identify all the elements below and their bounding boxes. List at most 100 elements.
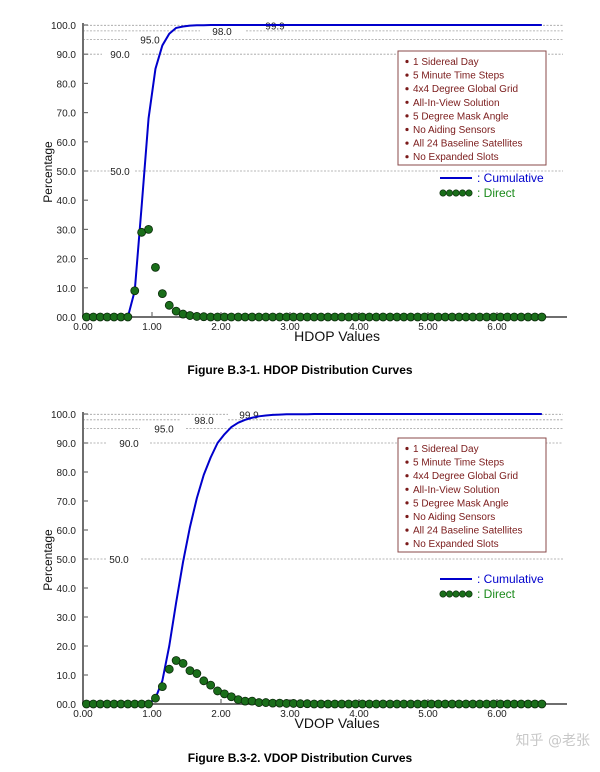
y-tick-label: 50.0	[57, 167, 77, 178]
legend-cumulative-label: : Cumulative	[477, 572, 544, 586]
direct-point	[151, 262, 160, 272]
x-tick-label: 0.00	[73, 322, 93, 333]
x-tick-label: 0.00	[73, 709, 93, 720]
x-tick-label: 3.00	[280, 709, 300, 720]
y-tick-label: 00.0	[57, 700, 77, 711]
direct-point	[206, 680, 216, 690]
note-item: 4x4 Degree Global Grid	[413, 471, 518, 482]
reference-label: 90.0	[110, 50, 130, 61]
note-item: No Expanded Slots	[413, 539, 499, 550]
x-tick-label: 5.00	[418, 322, 438, 333]
x-tick-label: 2.00	[211, 709, 231, 720]
direct-point	[130, 286, 140, 296]
y-tick-label: 30.0	[57, 613, 77, 624]
note-item: 5 Degree Mask Angle	[413, 111, 509, 122]
y-tick-label: 30.0	[57, 225, 77, 236]
hdop-chart: 50.0 90.0 95.0 98.0 99.9 00.0 10.0 20.0 30.0 40.0…	[41, 21, 567, 344]
y-tick-label: 20.0	[57, 255, 77, 266]
notes-box: 1 Sidereal Day 5 Minute Time Steps 4x4 Deg…	[397, 50, 547, 166]
x-tick-label: 1.00	[142, 709, 162, 720]
hdop-caption: Figure B.3-1. HDOP Distribution Curves	[187, 363, 413, 377]
legend-cumulative-label: : Cumulative	[477, 171, 544, 185]
direct-point	[192, 669, 202, 678]
direct-point	[178, 659, 188, 668]
x-tick-label: 6.00	[487, 322, 507, 333]
direct-point	[123, 312, 133, 322]
y-tick-label: 100.0	[51, 21, 76, 32]
y-axis-label: Percentage	[41, 141, 55, 203]
reference-label: 95.0	[140, 36, 160, 47]
y-tick-label: 10.0	[57, 671, 77, 682]
x-tick-label: 4.00	[349, 322, 369, 333]
y-tick-label: 40.0	[57, 584, 77, 595]
note-item: No Expanded Slots	[413, 152, 499, 163]
x-tick-label: 1.00	[142, 322, 162, 333]
note-item: All-In-View Solution	[413, 485, 500, 496]
y-tick-label: 80.0	[57, 79, 77, 90]
cumulative-line	[147, 413, 542, 705]
x-tick-label: 6.00	[487, 709, 507, 720]
reference-label: 50.0	[110, 167, 130, 178]
y-tick-label: 00.0	[57, 313, 77, 324]
y-tick-label: 100.0	[51, 410, 76, 421]
y-tick-label: 70.0	[57, 497, 77, 508]
direct-point	[199, 676, 209, 686]
cumulative-line	[126, 24, 542, 318]
y-tick-label: 10.0	[57, 284, 77, 295]
direct-markers	[82, 656, 547, 709]
direct-point	[144, 224, 153, 234]
note-item: No Aiding Sensors	[413, 512, 495, 523]
direct-point	[537, 312, 547, 322]
legend-direct-label: : Direct	[477, 186, 516, 200]
reference-label: 98.0	[194, 416, 214, 427]
note-item: 5 Minute Time Steps	[413, 458, 504, 469]
y-tick-label: 80.0	[57, 468, 77, 479]
x-tick-label: 2.00	[211, 322, 231, 333]
note-item: All 24 Baseline Satellites	[413, 526, 523, 537]
note-item: 5 Minute Time Steps	[413, 71, 504, 82]
x-axis-label: VDOP Values	[295, 715, 380, 731]
legend-direct-label: : Direct	[477, 587, 516, 601]
reference-label: 50.0	[109, 555, 129, 566]
watermark: 知乎 @老张	[515, 733, 590, 749]
y-tick-label: 90.0	[57, 439, 77, 450]
legend: : Cumulative: Direct	[439, 171, 544, 200]
note-item: 1 Sidereal Day	[413, 57, 479, 68]
reference-label: 90.0	[119, 439, 139, 450]
hdop-figure: 50.0 90.0 95.0 98.0 99.9 00.0 10.0 20.0 30.0 40.0…	[41, 21, 567, 377]
y-tick-label: 90.0	[57, 50, 77, 61]
note-item: 5 Degree Mask Angle	[413, 498, 509, 509]
note-item: 1 Sidereal Day	[413, 444, 479, 455]
note-item: 4x4 Degree Global Grid	[413, 84, 518, 95]
y-tick-label: 60.0	[57, 526, 77, 537]
x-tick-label: 4.00	[349, 709, 369, 720]
direct-point	[157, 682, 167, 691]
y-tick-label: 50.0	[57, 555, 77, 566]
y-tick-label: 70.0	[57, 109, 77, 120]
note-item: All 24 Baseline Satellites	[413, 139, 523, 150]
vdop-caption: Figure B.3-2. VDOP Distribution Curves	[187, 751, 413, 765]
x-tick-label: 5.00	[418, 709, 438, 720]
direct-point	[537, 699, 547, 709]
reference-label: 95.0	[154, 425, 174, 436]
direct-point	[164, 664, 174, 674]
direct-point	[151, 693, 160, 703]
y-tick-label: 60.0	[57, 138, 77, 149]
direct-markers	[82, 224, 547, 322]
reference-label: 99.9	[265, 21, 285, 32]
y-tick-label: 40.0	[57, 196, 77, 207]
x-tick-label: 3.00	[280, 322, 300, 333]
direct-point	[144, 699, 153, 709]
vdop-chart: 50.0 90.0 95.0 98.0 99.9 00.0 10.0 20.0 30.0 40.0…	[41, 410, 567, 731]
note-item: All-In-View Solution	[413, 98, 500, 109]
y-tick-label: 20.0	[57, 642, 77, 653]
note-item: No Aiding Sensors	[413, 125, 495, 136]
reference-label: 98.0	[212, 27, 232, 38]
direct-point	[157, 289, 167, 299]
notes-box: 1 Sidereal Day 5 Minute Time Steps 4x4 Deg…	[397, 437, 547, 553]
x-axis-label: HDOP Values	[294, 328, 380, 344]
direct-point	[164, 300, 174, 310]
legend: : Cumulative: Direct	[439, 572, 544, 601]
reference-label: 99.9	[239, 410, 259, 421]
